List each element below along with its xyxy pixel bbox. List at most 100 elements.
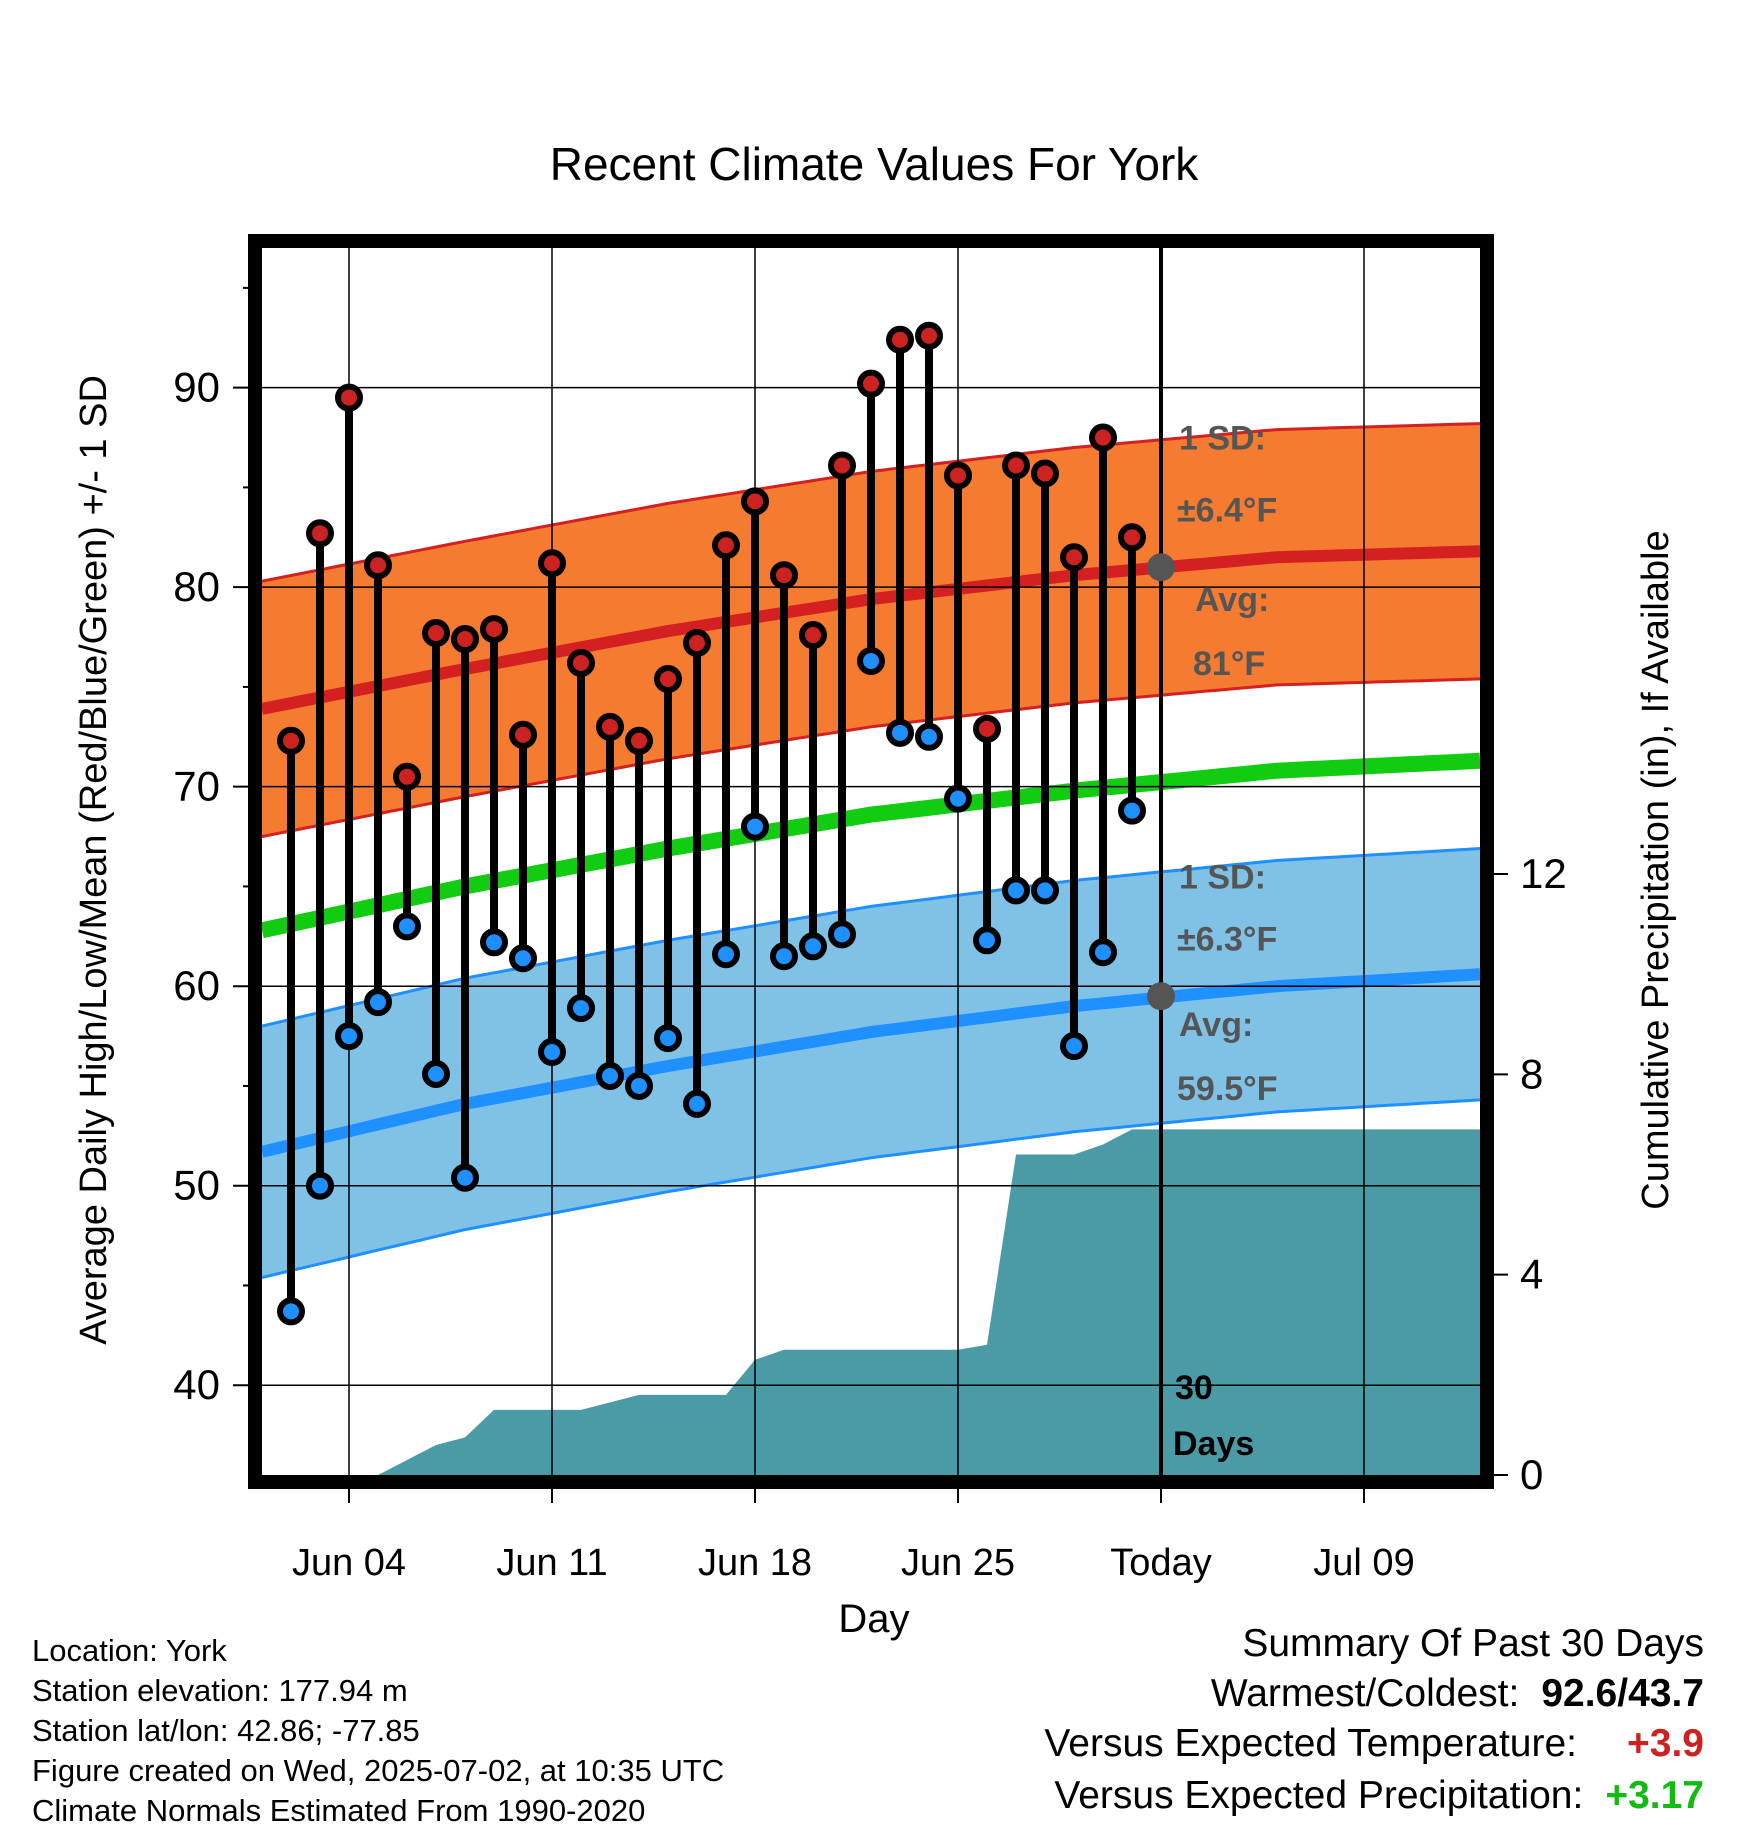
summary-temp-row: Versus Expected Temperature: +3.9 xyxy=(1044,1722,1704,1766)
high-temp-point xyxy=(654,664,682,693)
high-temp-point xyxy=(915,321,943,350)
high-temp-point xyxy=(886,325,914,354)
high-sd-value: ±6.4°F xyxy=(1177,491,1277,529)
x-tick-label: Jun 11 xyxy=(496,1542,607,1584)
high-temp-point xyxy=(1060,543,1088,572)
summary-precip-value: +3.17 xyxy=(1605,1774,1704,1817)
high-temp-point xyxy=(1002,451,1030,480)
y2-tick-label: 4 xyxy=(1520,1251,1543,1298)
low-temp-point xyxy=(828,920,856,949)
low-temp-point xyxy=(393,912,421,941)
y-tick-label: 70 xyxy=(173,763,220,810)
low-temp-point xyxy=(596,1061,624,1090)
low-temp-point xyxy=(335,1022,363,1051)
precip-area xyxy=(262,1129,1480,1475)
high-temp-point xyxy=(1089,423,1117,452)
summary-warmest-label: Warmest/Coldest: xyxy=(1210,1672,1520,1715)
high-temp-point xyxy=(625,726,653,755)
low-temp-point xyxy=(625,1071,653,1100)
summary-title: Summary Of Past 30 Days xyxy=(1242,1622,1704,1665)
low-temp-point xyxy=(770,942,798,971)
low-temp-point xyxy=(654,1024,682,1053)
low-temp-point xyxy=(712,940,740,969)
low-temp-point xyxy=(306,1171,334,1200)
y-tick-label: 90 xyxy=(173,364,220,411)
low-temp-point xyxy=(886,718,914,747)
high-avg-value: 81°F xyxy=(1193,645,1265,683)
summary-warmest-row: Warmest/Coldest: 92.6/43.7 xyxy=(1211,1672,1704,1716)
high-avg-marker xyxy=(1147,553,1175,582)
summary-precip-label: Versus Expected Precipitation: xyxy=(1054,1774,1584,1817)
high-temp-point xyxy=(712,531,740,560)
high-avg-label: Avg: xyxy=(1195,581,1269,619)
high-temp-point xyxy=(799,621,827,650)
high-temp-point xyxy=(828,451,856,480)
high-temp-point xyxy=(364,551,392,580)
high-temp-point xyxy=(422,619,450,648)
x-tick-label: Jul 09 xyxy=(1313,1542,1414,1584)
high-temp-point xyxy=(393,762,421,791)
high-temp-point xyxy=(596,712,624,741)
high-temp-point xyxy=(567,648,595,677)
y2-tick-label: 8 xyxy=(1520,1050,1543,1097)
high-temp-point xyxy=(509,720,537,749)
low-temp-point xyxy=(422,1059,450,1088)
y-tick-label: 80 xyxy=(173,563,220,610)
x-tick-label: Jun 18 xyxy=(698,1542,812,1584)
low-temp-point xyxy=(538,1038,566,1067)
low-temp-point xyxy=(451,1163,479,1192)
x-tick-label: Jun 04 xyxy=(292,1542,406,1584)
low-sd-value: ±6.3°F xyxy=(1177,920,1277,958)
low-temp-point xyxy=(509,944,537,973)
low-temp-point xyxy=(683,1089,711,1118)
high-temp-point xyxy=(538,549,566,578)
y2-tick-label: 12 xyxy=(1520,850,1567,897)
y-axis-label: Average Daily High/Low/Mean (Red/Blue/Gr… xyxy=(73,375,115,1345)
summary-warmest-value: 92.6/43.7 xyxy=(1541,1672,1704,1715)
y-tick-label: 40 xyxy=(173,1361,220,1408)
high-temp-point xyxy=(973,714,1001,743)
days-count-number: 30 xyxy=(1175,1369,1213,1407)
low-temp-point xyxy=(741,812,769,841)
x-tick-label: Jun 25 xyxy=(901,1542,1015,1584)
high-temp-point xyxy=(306,519,334,548)
low-avg-value: 59.5°F xyxy=(1177,1070,1278,1108)
high-temp-point xyxy=(944,461,972,490)
high-temp-point xyxy=(480,615,508,644)
low-temp-point xyxy=(277,1297,305,1326)
chart-title: Recent Climate Values For York xyxy=(550,138,1200,190)
high-temp-point xyxy=(277,726,305,755)
high-sd-label: 1 SD: xyxy=(1179,420,1266,458)
low-temp-point xyxy=(1002,876,1030,905)
high-temp-point xyxy=(741,487,769,516)
low-avg-label: Avg: xyxy=(1179,1006,1253,1044)
low-temp-point xyxy=(973,926,1001,955)
low-temp-point xyxy=(857,646,885,675)
summary-precip-row: Versus Expected Precipitation: +3.17 xyxy=(1054,1774,1704,1818)
plot-frame xyxy=(248,234,1494,1489)
plot-inner xyxy=(262,248,1480,1475)
x-axis-label: Day xyxy=(838,1597,909,1641)
footer-elevation: Station elevation: 177.94 m xyxy=(32,1673,408,1708)
low-temp-point xyxy=(1118,796,1146,825)
footer-latlon: Station lat/lon: 42.86; -77.85 xyxy=(32,1713,420,1748)
x-tick-label: Today xyxy=(1110,1542,1211,1584)
y-tick-label: 50 xyxy=(173,1162,220,1209)
low-temp-point xyxy=(944,784,972,813)
low-temp-point xyxy=(1089,938,1117,967)
low-temp-point xyxy=(480,928,508,957)
y2-axis-label: Cumulative Precipitation (in), If Availa… xyxy=(1635,530,1677,1209)
high-temp-point xyxy=(857,369,885,398)
footer-normals: Climate Normals Estimated From 1990-2020 xyxy=(32,1793,646,1828)
low-temp-point xyxy=(1060,1032,1088,1061)
high-temp-point xyxy=(770,561,798,590)
plot-area: 1 SD: ±6.4°F Avg: 81°F 1 SD: ±6.3°F Avg: 59.5°F… xyxy=(173,234,1567,1584)
y2-tick-label: 0 xyxy=(1520,1451,1543,1498)
footer-location: Location: York xyxy=(32,1633,227,1668)
summary-temp-label: Versus Expected Temperature: xyxy=(1044,1722,1577,1765)
high-temp-point xyxy=(1031,459,1059,488)
high-temp-point xyxy=(1118,523,1146,552)
high-temp-point xyxy=(335,383,363,412)
footer-created: Figure created on Wed, 2025-07-02, at 10… xyxy=(32,1753,725,1788)
